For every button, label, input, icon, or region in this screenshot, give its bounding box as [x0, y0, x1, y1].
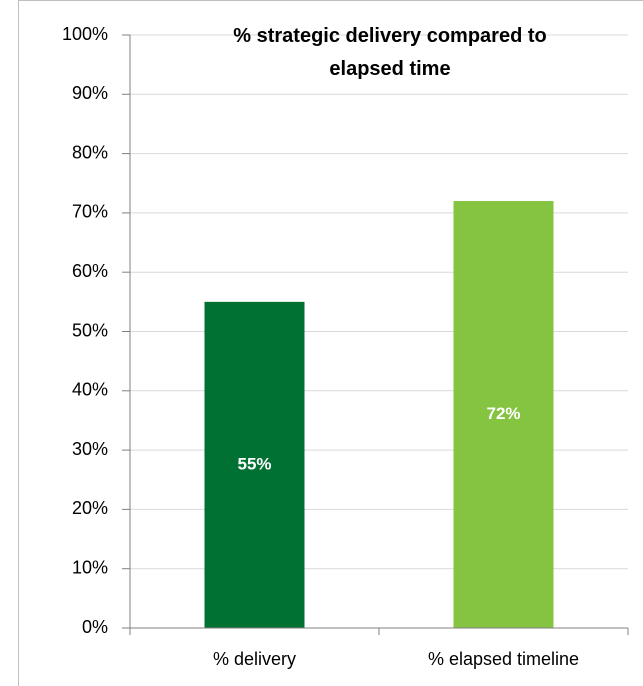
y-tick-label: 50% [72, 320, 108, 340]
y-tick-label: 100% [62, 24, 108, 44]
value-label: 55% [237, 454, 271, 473]
x-tick-label: % elapsed timeline [428, 649, 579, 669]
y-tick-label: 20% [72, 498, 108, 518]
bar [204, 301, 305, 628]
chart-frame [18, 0, 643, 686]
y-tick-label: 30% [72, 439, 108, 459]
y-tick-label: 60% [72, 261, 108, 281]
y-tick-label: 10% [72, 557, 108, 577]
value-label: 72% [486, 404, 520, 423]
y-tick-label: 70% [72, 202, 108, 222]
x-tick-label: % delivery [213, 649, 296, 669]
y-tick-label: 90% [72, 83, 108, 103]
y-tick-label: 40% [72, 380, 108, 400]
bar [453, 201, 554, 629]
chart-title: % strategic delivery compared to elapsed… [233, 25, 547, 80]
y-tick-label: 80% [72, 142, 108, 162]
y-tick-label: 0% [82, 617, 108, 637]
